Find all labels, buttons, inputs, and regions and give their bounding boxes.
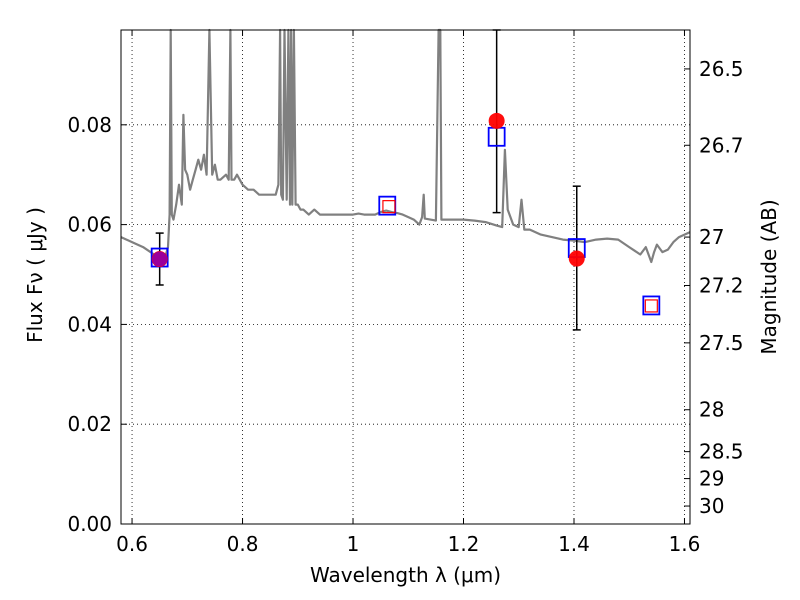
y-tick-label: 0.02 [67, 412, 112, 436]
x-tick-label: 0.6 [116, 532, 148, 556]
markers-layer [150, 112, 661, 316]
model-inner-square-marker [382, 200, 396, 214]
observed-circle-marker [568, 250, 585, 267]
right-axis-label: Magnitude (AB) [757, 199, 781, 354]
spectrum-line [120, 28, 691, 264]
y-tick-label: 0.08 [67, 113, 112, 137]
x-tick-label: 1 [347, 532, 360, 556]
observed-circle-marker [488, 112, 505, 129]
y-axis-label: Flux Fν ( μJy ) [23, 207, 47, 343]
x-tick-label: 0.8 [227, 532, 259, 556]
x-tick-label: 1.2 [448, 532, 480, 556]
right-tick-label: 27 [699, 225, 724, 249]
y-tick-label: 0.06 [67, 213, 112, 237]
blended-circle-marker [152, 251, 168, 267]
right-tick-label: 26.5 [699, 57, 744, 81]
model-inner-square-marker [644, 299, 658, 313]
right-tick-label: 27.5 [699, 331, 744, 355]
ticks-layer: 0.6 0.8 1 1.2 1.4 1.6 0.00 0.02 0.04 0.06 0.08 26.5… [67, 30, 744, 556]
right-tick-label: 27.2 [699, 273, 744, 297]
x-tick-label: 1.4 [558, 532, 590, 556]
model-square-marker [642, 295, 661, 316]
x-axis-label: Wavelength λ (μm) [310, 563, 501, 587]
right-tick-label: 28 [699, 398, 724, 422]
x-tick-label: 1.6 [669, 532, 701, 556]
y-tick-label: 0.00 [67, 512, 112, 536]
plot-frame [120, 29, 691, 525]
right-tick-label: 28.5 [699, 440, 744, 464]
right-tick-label: 29 [699, 467, 724, 491]
right-tick-label: 30 [699, 494, 724, 518]
y-tick-label: 0.04 [67, 312, 112, 336]
spectrum-layer [120, 28, 691, 264]
right-tick-label: 26.7 [699, 133, 744, 157]
